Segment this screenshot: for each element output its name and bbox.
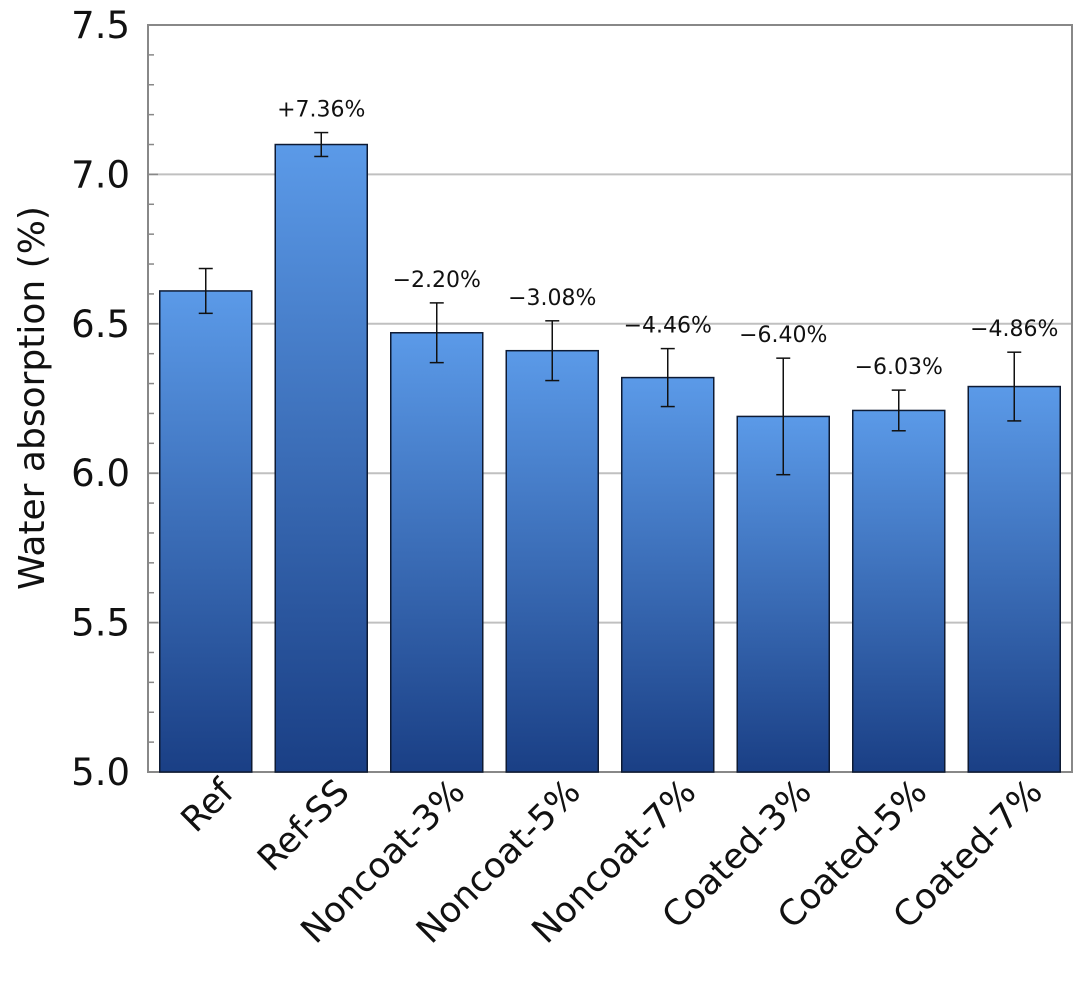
y-tick-label: 7.0	[71, 153, 130, 196]
data-label: −4.86%	[970, 317, 1058, 342]
x-tick-label: Ref	[174, 772, 243, 841]
data-label: +7.36%	[277, 98, 365, 123]
y-tick-label: 5.0	[71, 751, 130, 794]
bars	[159, 131, 1061, 773]
data-label: −3.08%	[508, 286, 596, 311]
bar-2	[274, 143, 368, 773]
plot-frame	[147, 24, 1073, 773]
bar-8	[967, 385, 1061, 773]
data-label: −6.03%	[855, 355, 943, 380]
y-axis-title: Water absorption (%)	[12, 206, 53, 590]
bar-4	[505, 349, 599, 773]
axes	[147, 24, 1073, 773]
data-label: −6.40%	[739, 323, 827, 348]
bar-1	[159, 290, 253, 773]
bar-5	[621, 376, 715, 773]
y-tick-label: 6.0	[71, 452, 130, 495]
data-label: −2.20%	[393, 268, 481, 293]
x-tick-label: Ref-SS	[250, 772, 357, 879]
bar-3	[390, 332, 484, 773]
y-tick-label: 5.5	[71, 602, 130, 645]
y-tick-label: 6.5	[71, 303, 130, 346]
data-label: −4.46%	[624, 314, 712, 339]
y-tick-label: 7.5	[71, 4, 130, 47]
bar-7	[852, 409, 946, 773]
